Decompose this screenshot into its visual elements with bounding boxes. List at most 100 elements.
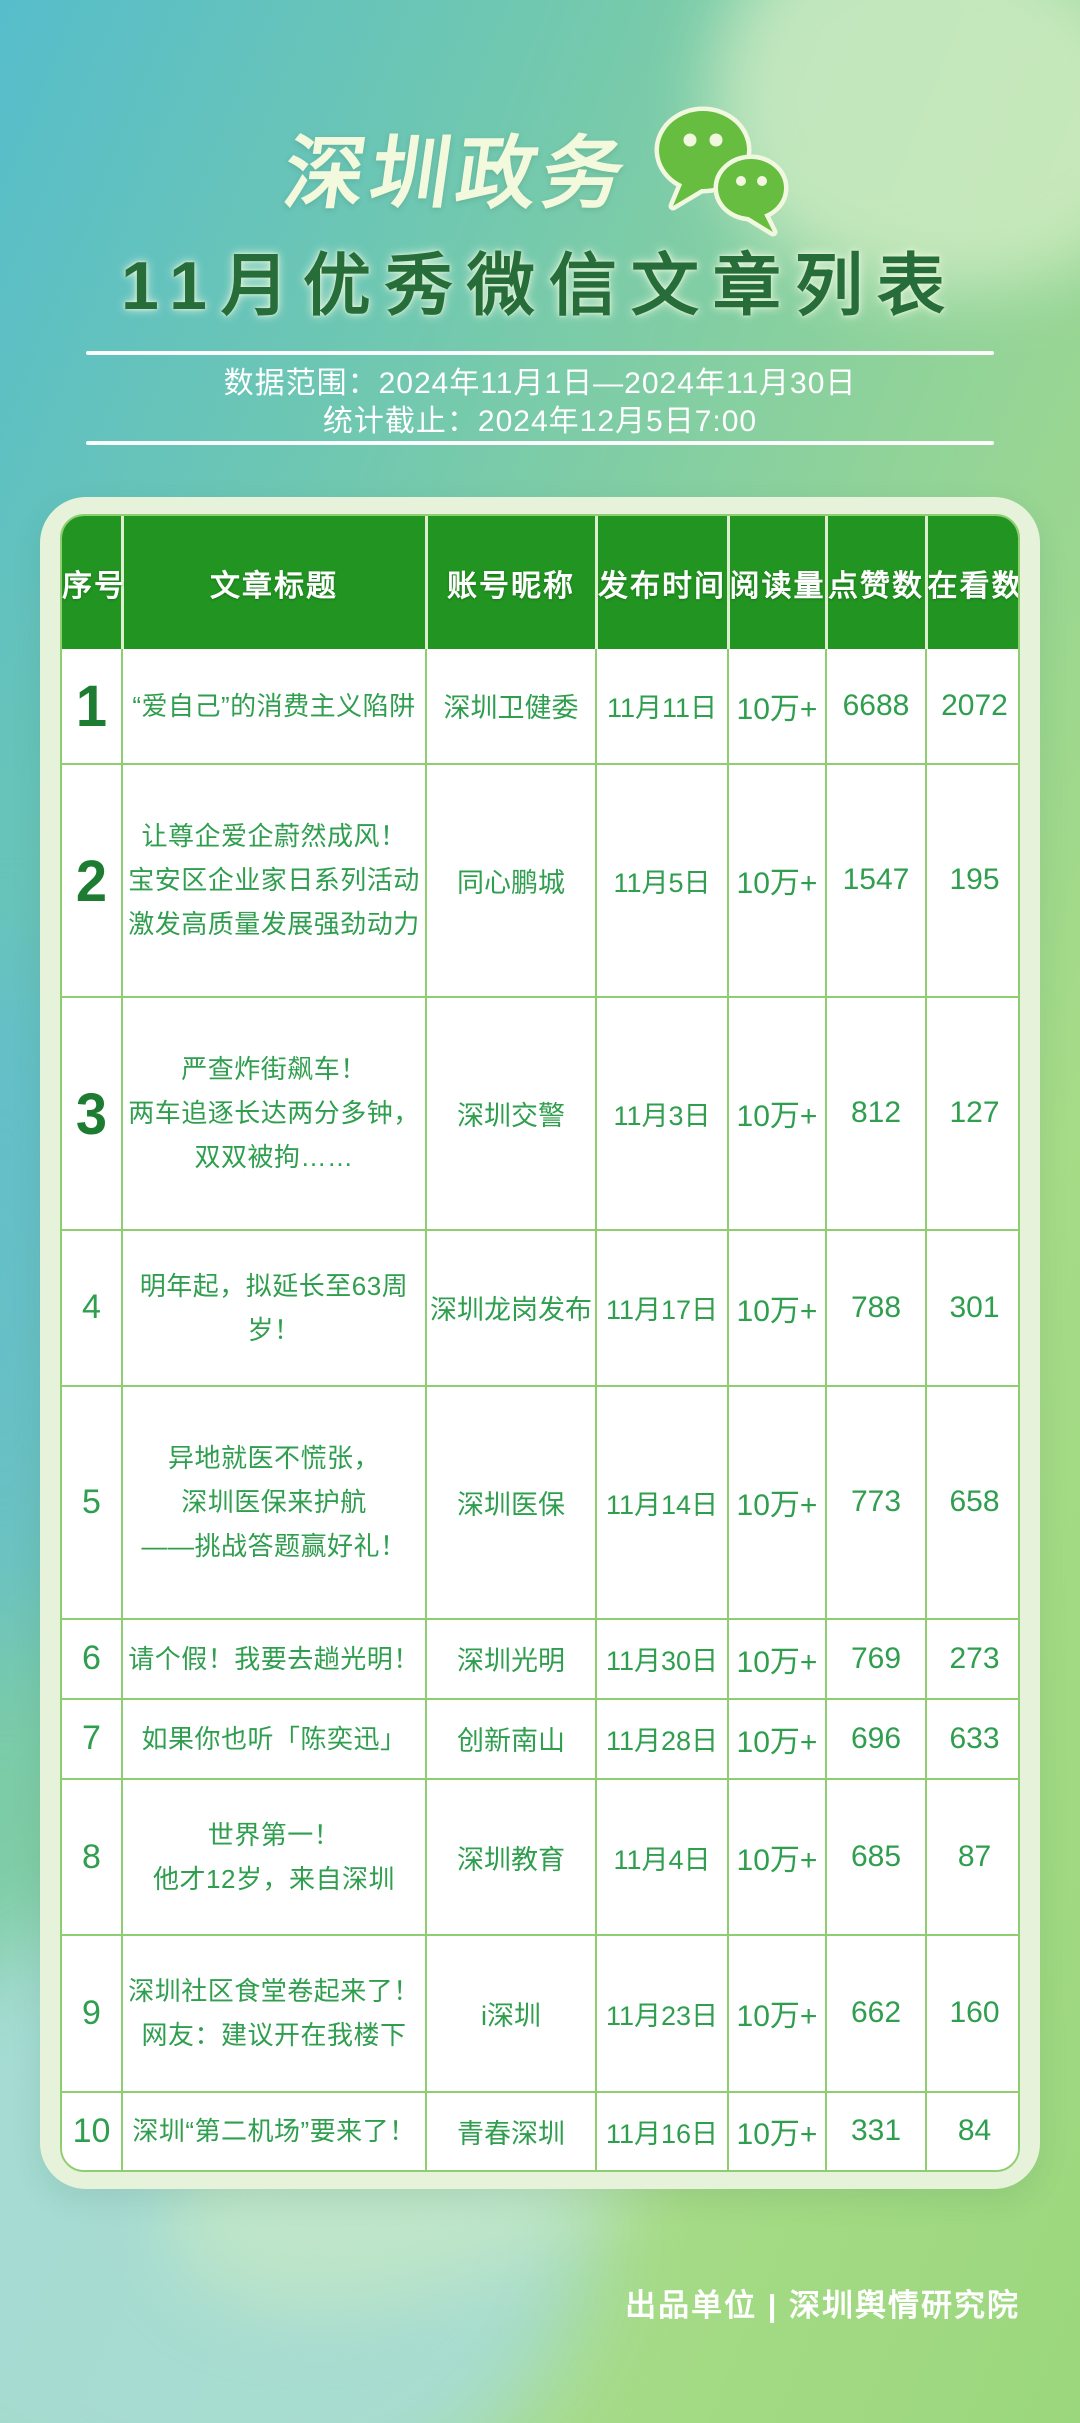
reads-cell: 10万+ (727, 2090, 827, 2170)
account-cell: i深圳 (425, 1934, 597, 2093)
publish-date-cell: 11月23日 (595, 1934, 729, 2093)
column-header-likes: 点赞数 (824, 516, 926, 649)
article-table-card: 序号 文章标题 账号昵称 发布时间 阅读量 点赞数 在看数 1 “爱自己”的消费… (40, 497, 1040, 2189)
column-header-rank: 序号 (62, 516, 124, 649)
table-row: 9 深圳社区食堂卷起来了！ 网友：建议开在我楼下 i深圳 11月23日 10万+… (62, 1934, 1018, 2093)
credit-text: 出品单位 | 深圳舆情研究院 (625, 2288, 1020, 2323)
account-cell: 创新南山 (425, 1697, 597, 1780)
likes-cell: 1547 (825, 762, 927, 998)
rank-cell: 2 (62, 756, 123, 1004)
article-title-cell: 异地就医不慌张， 深圳医保来护航 ——挑战答题赢好礼！ (121, 1385, 427, 1620)
divider-top (86, 351, 994, 355)
table-row: 5 异地就医不慌张， 深圳医保来护航 ——挑战答题赢好礼！ 深圳医保 11月14… (62, 1385, 1018, 1620)
table-row: 2 让尊企爱企蔚然成风！ 宝安区企业家日系列活动 激发高质量发展强劲动力 同心鹏… (62, 756, 1018, 1004)
page-title: 11月优秀微信文章列表 (121, 248, 959, 324)
rank-cell: 5 (62, 1385, 123, 1620)
reads-cell: 10万+ (727, 649, 827, 765)
watches-cell: 301 (925, 1228, 1018, 1388)
watches-cell: 658 (925, 1385, 1018, 1620)
rank-cell: 1 (62, 646, 123, 768)
data-range-text: 数据范围：2024年11月1日—2024年11月30日 (223, 367, 857, 400)
rank-cell: 8 (62, 1777, 123, 1937)
account-cell: 深圳医保 (425, 1385, 597, 1620)
watches-cell: 195 (925, 762, 1018, 998)
watches-cell: 2072 (925, 649, 1018, 765)
watches-cell: 127 (925, 995, 1018, 1231)
publish-date-cell: 11月5日 (595, 762, 729, 998)
likes-cell: 331 (825, 2090, 927, 2170)
account-cell: 深圳卫健委 (425, 649, 597, 765)
rank-cell: 6 (62, 1617, 123, 1700)
account-cell: 深圳光明 (425, 1617, 597, 1700)
watches-cell: 273 (925, 1617, 1018, 1700)
reads-cell: 10万+ (727, 1934, 827, 2093)
brand-title: 深圳政务 (278, 129, 636, 218)
column-header-watches: 在看数 (924, 516, 1018, 649)
account-cell: 深圳教育 (425, 1777, 597, 1937)
account-cell: 青春深圳 (425, 2090, 597, 2170)
column-header-title: 文章标题 (120, 516, 426, 649)
article-title-cell: 让尊企爱企蔚然成风！ 宝安区企业家日系列活动 激发高质量发展强劲动力 (121, 762, 427, 998)
article-table-body: 1 “爱自己”的消费主义陷阱 深圳卫健委 11月11日 10万+ 6688 20… (62, 646, 1018, 2170)
publish-date-cell: 11月3日 (595, 995, 729, 1231)
article-title-cell: 世界第一！ 他才12岁，来自深圳 (121, 1777, 427, 1937)
column-header-date: 发布时间 (594, 516, 728, 649)
publish-date-cell: 11月16日 (595, 2090, 729, 2170)
account-cell: 深圳交警 (425, 995, 597, 1231)
watches-cell: 84 (925, 2090, 1018, 2170)
likes-cell: 6688 (825, 649, 927, 765)
table-row: 4 明年起，拟延长至63周岁！ 深圳龙岗发布 11月17日 10万+ 788 3… (62, 1228, 1018, 1388)
reads-cell: 10万+ (727, 1385, 827, 1620)
likes-cell: 685 (825, 1777, 927, 1937)
divider-bottom (86, 441, 994, 445)
rank-cell: 7 (62, 1697, 123, 1780)
likes-cell: 662 (825, 1934, 927, 2093)
table-row: 1 “爱自己”的消费主义陷阱 深圳卫健委 11月11日 10万+ 6688 20… (62, 646, 1018, 768)
publish-date-cell: 11月11日 (595, 649, 729, 765)
publish-date-cell: 11月14日 (595, 1385, 729, 1620)
article-table-box: 序号 文章标题 账号昵称 发布时间 阅读量 点赞数 在看数 1 “爱自己”的消费… (60, 514, 1020, 2172)
reads-cell: 10万+ (727, 1617, 827, 1700)
likes-cell: 773 (825, 1385, 927, 1620)
reads-cell: 10万+ (727, 1697, 827, 1780)
publish-date-cell: 11月28日 (595, 1697, 729, 1780)
table-row: 8 世界第一！ 他才12岁，来自深圳 深圳教育 11月4日 10万+ 685 8… (62, 1777, 1018, 1937)
publish-date-cell: 11月4日 (595, 1777, 729, 1937)
reads-cell: 10万+ (727, 1228, 827, 1388)
meta-block: 数据范围：2024年11月1日—2024年11月30日 统计截止：2024年12… (0, 365, 1080, 441)
article-table: 序号 文章标题 账号昵称 发布时间 阅读量 点赞数 在看数 1 “爱自己”的消费… (62, 516, 1018, 2170)
table-row: 3 严查炸街飙车！ 两车追逐长达两分多钟， 双双被拘…… 深圳交警 11月3日 … (62, 989, 1018, 1237)
watches-cell: 633 (925, 1697, 1018, 1780)
wechat-icon (654, 106, 789, 237)
reads-cell: 10万+ (727, 762, 827, 998)
table-header-row: 序号 文章标题 账号昵称 发布时间 阅读量 点赞数 在看数 (62, 516, 1018, 649)
reads-cell: 10万+ (727, 995, 827, 1231)
article-title-cell: 严查炸街飙车！ 两车追逐长达两分多钟， 双双被拘…… (121, 995, 427, 1231)
article-title-cell: 如果你也听「陈奕迅」 (121, 1697, 427, 1780)
article-title-cell: 明年起，拟延长至63周岁！ (121, 1228, 427, 1388)
rank-cell: 3 (62, 989, 123, 1237)
article-title-cell: 请个假！我要去趟光明！ (121, 1617, 427, 1700)
likes-cell: 769 (825, 1617, 927, 1700)
brand-row: 深圳政务 (0, 106, 1080, 240)
column-header-account: 账号昵称 (424, 516, 596, 649)
publish-date-cell: 11月17日 (595, 1228, 729, 1388)
rank-cell: 10 (62, 2090, 123, 2170)
column-header-reads: 阅读量 (726, 516, 826, 649)
table-row: 10 深圳“第二机场”要来了！ 青春深圳 11月16日 10万+ 331 84 (62, 2090, 1018, 2170)
account-cell: 同心鹏城 (425, 762, 597, 998)
likes-cell: 812 (825, 995, 927, 1231)
rank-cell: 9 (62, 1934, 123, 2093)
publish-date-cell: 11月30日 (595, 1617, 729, 1700)
table-row: 7 如果你也听「陈奕迅」 创新南山 11月28日 10万+ 696 633 (62, 1697, 1018, 1780)
watches-cell: 160 (925, 1934, 1018, 2093)
likes-cell: 788 (825, 1228, 927, 1388)
rank-cell: 4 (62, 1228, 123, 1388)
likes-cell: 696 (825, 1697, 927, 1780)
article-title-cell: “爱自己”的消费主义陷阱 (121, 649, 427, 765)
table-row: 6 请个假！我要去趟光明！ 深圳光明 11月30日 10万+ 769 273 (62, 1617, 1018, 1700)
article-title-cell: 深圳社区食堂卷起来了！ 网友：建议开在我楼下 (121, 1934, 427, 2093)
watches-cell: 87 (925, 1777, 1018, 1937)
reads-cell: 10万+ (727, 1777, 827, 1937)
